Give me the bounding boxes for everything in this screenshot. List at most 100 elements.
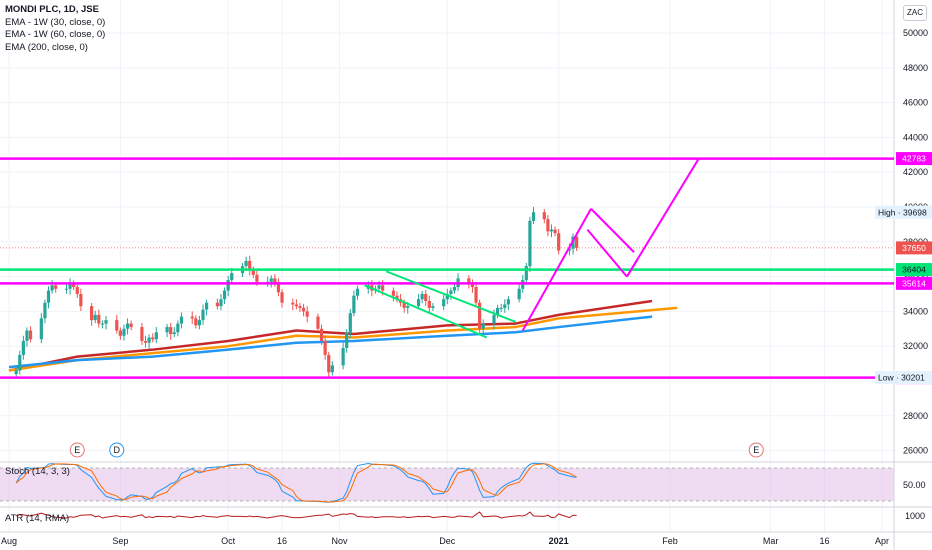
candle-body <box>499 307 503 309</box>
candle-body <box>226 280 230 291</box>
trend-line <box>364 284 488 339</box>
level-tag <box>875 371 932 385</box>
trend-line <box>626 158 700 278</box>
candle-body <box>18 354 22 371</box>
event-marker-letter: E <box>74 445 80 455</box>
candle-body <box>316 316 320 329</box>
candle-body <box>431 306 435 308</box>
price-tick-label: 28000 <box>903 411 928 421</box>
candle-body <box>301 307 306 312</box>
price-tag-label: 36404 <box>902 265 926 275</box>
ema-200-legend[interactable]: EMA (200, close, 0) <box>5 41 88 53</box>
chart-grid <box>0 0 894 532</box>
event-marker-letter: D <box>114 445 121 455</box>
candle-body <box>143 340 148 343</box>
ema-line <box>8 315 653 369</box>
price-tick-label: 34000 <box>903 306 928 316</box>
candle-body <box>305 311 309 317</box>
candle-body <box>115 320 119 331</box>
candle-body <box>377 285 381 289</box>
atr-line <box>15 511 577 519</box>
candle-body <box>90 306 94 321</box>
candle-body <box>179 316 184 324</box>
candle-body <box>495 307 500 315</box>
candle-body <box>248 260 252 270</box>
candle-body <box>194 318 198 326</box>
candle-body <box>481 323 485 329</box>
candle-body <box>424 294 428 301</box>
time-tick-label: Mar <box>763 536 779 546</box>
candle-body <box>402 302 406 308</box>
candle-body <box>531 212 536 221</box>
candle-body <box>524 266 528 281</box>
time-tick-label: Aug <box>1 536 17 546</box>
candle-body <box>341 347 345 366</box>
ema-line <box>8 299 653 372</box>
candle-body <box>93 314 97 321</box>
candle-body <box>100 323 105 325</box>
candle-body <box>276 283 281 293</box>
candle-body <box>348 313 352 333</box>
candle-body <box>72 283 76 288</box>
level-tag <box>875 205 932 219</box>
stoch-legend[interactable]: Stoch (14, 3, 3) <box>5 466 70 477</box>
candle-body <box>215 302 219 307</box>
candle-body <box>291 302 295 305</box>
candle-body <box>269 278 273 282</box>
candle-body <box>154 332 158 340</box>
candle-body <box>118 330 122 336</box>
currency-button[interactable]: ZAC <box>903 5 927 21</box>
candle-body <box>129 323 133 328</box>
candle-body <box>28 330 33 340</box>
candle-body <box>442 299 446 307</box>
symbol-title[interactable]: MONDI PLC, 1D, JSE <box>5 4 99 15</box>
candle-body <box>445 294 449 300</box>
candle-body <box>330 365 334 373</box>
time-tick-label: 16 <box>820 536 830 546</box>
atr-tick: 1000 <box>905 511 925 521</box>
candle-body <box>169 327 173 335</box>
price-tick-label: 46000 <box>903 98 928 108</box>
candle-body <box>427 300 431 308</box>
candle-body <box>46 290 51 303</box>
price-tag-label: 42783 <box>902 154 926 164</box>
ema-60-legend[interactable]: EMA - 1W (60, close, 0) <box>5 29 106 40</box>
candle-body <box>79 294 83 307</box>
candle-body <box>319 328 324 341</box>
candle-body <box>68 283 72 289</box>
price-tick-label: 42000 <box>903 167 928 177</box>
candle-body <box>280 292 284 303</box>
candle-body <box>492 314 496 324</box>
price-tag-label: 37650 <box>902 243 926 253</box>
candle-body <box>575 236 579 248</box>
candle-body <box>294 304 299 307</box>
event-marker <box>69 442 85 458</box>
candle-body <box>546 219 550 232</box>
ema-30-legend[interactable]: EMA - 1W (30, close, 0) <box>5 16 106 28</box>
candle-body <box>251 269 255 275</box>
candle-body <box>406 306 410 308</box>
candle-body <box>567 248 572 251</box>
atr-legend[interactable]: ATR (14, RMA) <box>5 513 70 524</box>
candle-body <box>50 285 54 291</box>
candle-body <box>39 318 43 340</box>
candle-body <box>549 229 554 232</box>
time-tick-label: Oct <box>221 536 236 546</box>
stoch-band <box>0 468 894 501</box>
candle-body <box>470 283 475 288</box>
candle-body <box>273 278 277 284</box>
drawing-tools <box>0 157 894 379</box>
candle-body <box>244 260 248 267</box>
price-tag-label: 35614 <box>902 278 926 288</box>
candle-body <box>219 299 223 307</box>
stoch-tick: 50.00 <box>903 480 926 490</box>
price-tick-label: 44000 <box>903 132 928 142</box>
candle-body <box>449 290 453 294</box>
candle-body <box>201 309 205 321</box>
candle-body <box>298 306 302 308</box>
price-tick-label: 36000 <box>903 272 928 282</box>
candle-body <box>230 273 234 281</box>
candle-body <box>345 332 349 348</box>
